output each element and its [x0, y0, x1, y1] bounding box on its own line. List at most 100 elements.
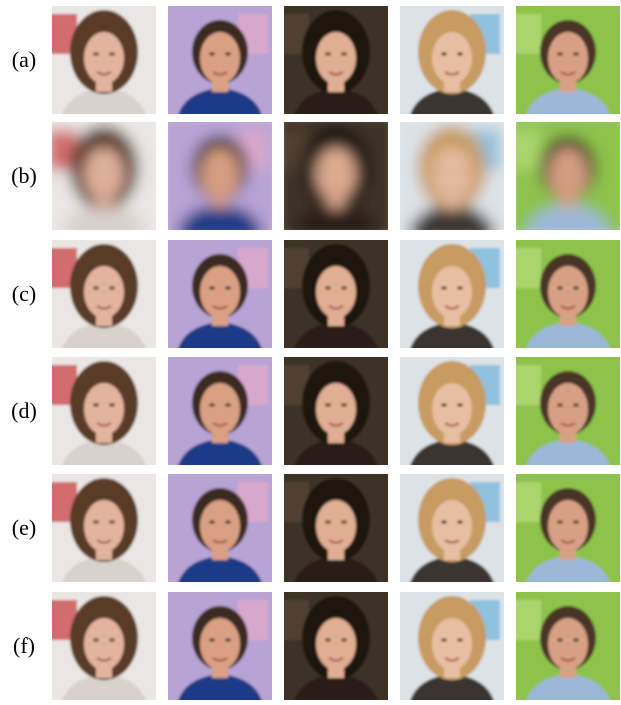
- face: [200, 500, 240, 552]
- face: [200, 618, 240, 670]
- face-content: [390, 0, 514, 124]
- eye: [225, 638, 231, 641]
- background-accent: [511, 248, 541, 288]
- eye: [441, 52, 447, 55]
- face: [432, 148, 472, 200]
- face: [200, 383, 240, 435]
- face: [548, 148, 588, 200]
- eye: [325, 403, 331, 406]
- face-image: [158, 582, 282, 700]
- eye: [325, 286, 331, 289]
- face-image: [506, 112, 621, 240]
- eye: [325, 168, 331, 171]
- eye: [573, 286, 579, 289]
- eye: [573, 403, 579, 406]
- face-content: [390, 464, 514, 592]
- face-image: [158, 230, 282, 358]
- face-image: [274, 112, 398, 240]
- face-image: [506, 347, 621, 475]
- face-image: [390, 230, 514, 358]
- page: (a)(b)(c)(d)(e)(f) (() => { const data =…: [0, 0, 621, 700]
- eye: [225, 168, 231, 171]
- face-content: [274, 582, 398, 700]
- eye: [573, 52, 579, 55]
- row-label: (d): [11, 398, 37, 423]
- eye: [109, 168, 115, 171]
- face-image: [42, 112, 166, 240]
- eye: [457, 168, 463, 171]
- eye: [557, 286, 563, 289]
- eye: [573, 520, 579, 523]
- face-image: [506, 0, 621, 124]
- face-image: [42, 347, 166, 475]
- eye: [93, 286, 99, 289]
- face-image: [42, 0, 166, 124]
- face: [548, 383, 588, 435]
- eye: [457, 286, 463, 289]
- face: [432, 500, 472, 552]
- face: [548, 500, 588, 552]
- face-content: [42, 582, 166, 700]
- face-image: [274, 0, 398, 124]
- background-accent: [511, 365, 541, 405]
- eye: [93, 52, 99, 55]
- face-image: [506, 230, 621, 358]
- face: [316, 266, 356, 318]
- eye: [325, 52, 331, 55]
- eye: [441, 168, 447, 171]
- row-label: (b): [11, 163, 37, 188]
- eye: [109, 286, 115, 289]
- face: [84, 500, 124, 552]
- face-image: [274, 347, 398, 475]
- face: [84, 383, 124, 435]
- face: [200, 266, 240, 318]
- eye: [93, 403, 99, 406]
- face-content: [158, 112, 282, 240]
- eye: [225, 286, 231, 289]
- face-content: [506, 464, 621, 592]
- face-content: [274, 230, 398, 358]
- eye: [457, 638, 463, 641]
- eye: [457, 52, 463, 55]
- face-image: [158, 0, 282, 124]
- face-content: [390, 582, 514, 700]
- eye: [341, 286, 347, 289]
- face-image: [158, 464, 282, 592]
- face-grid-figure: (a)(b)(c)(d)(e)(f): [0, 0, 621, 700]
- face-image: [158, 347, 282, 475]
- eye: [93, 168, 99, 171]
- background-accent: [511, 130, 541, 170]
- face: [432, 383, 472, 435]
- face: [84, 266, 124, 318]
- face-content: [390, 347, 514, 475]
- face-content: [506, 112, 621, 240]
- face-content: [42, 230, 166, 358]
- eye: [441, 638, 447, 641]
- face: [432, 32, 472, 84]
- face: [548, 266, 588, 318]
- face: [84, 32, 124, 84]
- face: [84, 148, 124, 200]
- eye: [93, 520, 99, 523]
- face: [200, 32, 240, 84]
- eye: [225, 520, 231, 523]
- face: [316, 32, 356, 84]
- face-image: [390, 0, 514, 124]
- face-image: [42, 582, 166, 700]
- face: [200, 148, 240, 200]
- eye: [341, 168, 347, 171]
- face-content: [274, 464, 398, 592]
- face-content: [506, 0, 621, 124]
- face-content: [158, 0, 282, 124]
- eye: [557, 52, 563, 55]
- face-image: [42, 464, 166, 592]
- eye: [557, 638, 563, 641]
- eye: [441, 403, 447, 406]
- eye: [109, 403, 115, 406]
- face-image: [506, 582, 621, 700]
- face-content: [158, 464, 282, 592]
- face: [84, 618, 124, 670]
- eye: [557, 403, 563, 406]
- eye: [457, 520, 463, 523]
- eye: [341, 403, 347, 406]
